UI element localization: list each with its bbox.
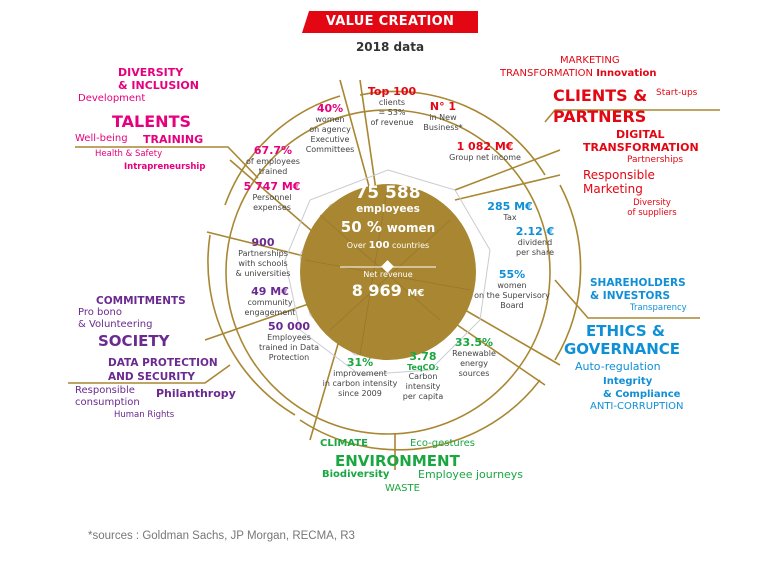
- center-stats: 75 588 employees 50 % women Over 100 cou…: [318, 183, 458, 303]
- employees-label: employees: [356, 203, 420, 215]
- segment-title-environment: ENVIRONMENT: [335, 452, 460, 470]
- segment-title-society: SOCIETY: [98, 332, 170, 350]
- revenue-value: 8 969: [351, 281, 402, 300]
- employees-value: 75 588: [355, 183, 421, 203]
- stat-renewable-energy: 33.5% Renewable energy sources: [452, 336, 496, 378]
- stat-employees-trained: 67.7% of employees trained: [246, 144, 300, 176]
- stat-new-business: N° 1 in New Business*: [423, 100, 463, 132]
- kw-intrapreneurship: Intrapreneurship: [124, 162, 206, 172]
- stat-top100: Top 100 clients = 53% of revenue: [367, 85, 417, 127]
- women-value: 50 %: [340, 218, 382, 236]
- segment-title-governance: ETHICS &: [586, 322, 666, 340]
- stat-carbon-improvement: 31% improvement in carbon intensity since …: [322, 356, 398, 398]
- subtitle: 2018 data: [355, 40, 425, 54]
- countries-value: 100: [368, 240, 390, 251]
- stat-net-income: 1 082 M€ Group net income: [449, 140, 521, 162]
- kw-marketing: MARKETING: [560, 55, 620, 66]
- segment-title-clients: CLIENTS &: [553, 86, 648, 105]
- women-label: women: [386, 221, 436, 235]
- stat-personnel-expenses: 5 747 M€ Personnel expenses: [243, 180, 301, 212]
- stat-data-protection: 50 000 Employees trained in Data Protectio…: [258, 320, 320, 362]
- stat-partnerships: 900 Partnerships with schools & universiti…: [235, 236, 291, 278]
- stat-tax: 285 M€ Tax: [487, 200, 533, 222]
- stat-women-exec: 40% women on agency Executive Committees: [305, 102, 355, 154]
- stat-dividend: 2.12 € dividend per share: [515, 225, 555, 257]
- revenue-label: Net revenue: [363, 270, 413, 279]
- kw-wellbeing: Well-being: [75, 133, 128, 144]
- kw-diversity: DIVERSITY & INCLUSION: [118, 66, 199, 92]
- segment-title-talents: TALENTS: [112, 112, 192, 131]
- stat-community: 49 M€ community engagement: [244, 285, 296, 317]
- kw-health: Health & Safety: [95, 149, 163, 159]
- stat-carbon-intensity: 3.78 TeqCO₂ Carbon intensity per capita: [402, 350, 444, 401]
- kw-startups: Start-ups: [656, 88, 698, 98]
- sources-footnote: *sources : Goldman Sachs, JP Morgan, REC…: [88, 530, 355, 542]
- title-banner: VALUE CREATION: [302, 11, 478, 33]
- kw-development: Development: [78, 93, 146, 104]
- kw-training: TRAINING: [143, 133, 204, 146]
- stat-supervisory-board: 55% women on the Supervisory Board: [474, 268, 550, 310]
